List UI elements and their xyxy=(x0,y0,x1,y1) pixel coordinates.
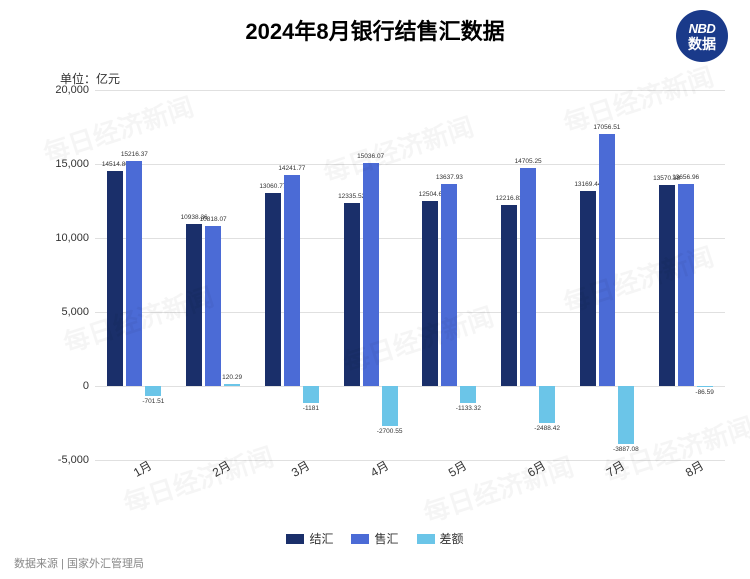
nbd-badge-top: NBD xyxy=(689,22,716,35)
nbd-badge-bottom: 数据 xyxy=(688,37,716,51)
bar-差额 xyxy=(303,386,319,403)
bar-结汇 xyxy=(265,193,281,386)
grid-line xyxy=(95,460,725,461)
legend-swatch xyxy=(417,534,435,544)
legend-label: 售汇 xyxy=(374,530,398,547)
chart: -5,00005,00010,00015,00020,00014514.8615… xyxy=(55,90,725,490)
legend-swatch xyxy=(351,534,369,544)
bar-value-label: -2488.42 xyxy=(527,425,567,432)
bar-value-label: 13637.93 xyxy=(429,174,469,181)
bar-售汇 xyxy=(520,168,536,386)
bar-售汇 xyxy=(599,134,615,386)
plot-area: -5,00005,00010,00015,00020,00014514.8615… xyxy=(95,90,725,460)
bar-value-label: -701.51 xyxy=(133,398,173,405)
bar-结汇 xyxy=(107,171,123,386)
bar-结汇 xyxy=(501,205,517,386)
bar-差额 xyxy=(697,386,713,387)
bar-结汇 xyxy=(659,185,675,386)
legend-label: 结汇 xyxy=(309,530,333,547)
legend-item-结汇: 结汇 xyxy=(286,530,333,547)
bar-差额 xyxy=(460,386,476,403)
bar-value-label: 17056.51 xyxy=(587,124,627,131)
bar-value-label: -2700.55 xyxy=(370,428,410,435)
bar-value-label: 14241.77 xyxy=(272,165,312,172)
legend-item-差额: 差额 xyxy=(417,530,464,547)
bar-售汇 xyxy=(126,161,142,386)
bar-差额 xyxy=(618,386,634,444)
bar-结汇 xyxy=(344,203,360,386)
bar-value-label: 15036.07 xyxy=(351,153,391,160)
bar-value-label: -3887.08 xyxy=(606,446,646,453)
bar-value-label: 120.29 xyxy=(212,374,252,381)
bar-售汇 xyxy=(284,175,300,386)
y-tick-label: 15,000 xyxy=(39,158,89,170)
bar-value-label: -1133.32 xyxy=(448,405,488,412)
legend: 结汇 售汇 差额 xyxy=(0,530,750,547)
y-tick-label: -5,000 xyxy=(39,454,89,466)
source-label: 数据来源 | 国家外汇管理局 xyxy=(14,555,144,571)
grid-line xyxy=(95,164,725,165)
nbd-badge: NBD 数据 xyxy=(676,10,728,62)
bar-差额 xyxy=(145,386,161,396)
bar-value-label: -86.59 xyxy=(685,389,725,396)
bar-value-label: 10818.07 xyxy=(193,216,233,223)
bar-value-label: 13656.96 xyxy=(666,174,706,181)
page-title: 2024年8月银行结售汇数据 xyxy=(245,14,504,46)
y-tick-label: 10,000 xyxy=(39,232,89,244)
bar-差额 xyxy=(539,386,555,423)
bar-value-label: 15216.37 xyxy=(114,151,154,158)
bar-差额 xyxy=(382,386,398,426)
bar-售汇 xyxy=(441,184,457,386)
bar-售汇 xyxy=(678,184,694,386)
legend-swatch xyxy=(286,534,304,544)
grid-line xyxy=(95,90,725,91)
bar-value-label: 14705.25 xyxy=(508,158,548,165)
bar-value-label: -1181 xyxy=(291,405,331,412)
bar-差额 xyxy=(224,384,240,386)
bar-结汇 xyxy=(186,224,202,386)
y-tick-label: 5,000 xyxy=(39,306,89,318)
y-tick-label: 0 xyxy=(39,380,89,392)
y-tick-label: 20,000 xyxy=(39,84,89,96)
legend-item-售汇: 售汇 xyxy=(351,530,398,547)
bar-结汇 xyxy=(580,191,596,386)
bar-售汇 xyxy=(205,226,221,386)
bar-结汇 xyxy=(422,201,438,386)
legend-label: 差额 xyxy=(440,530,464,547)
bar-售汇 xyxy=(363,163,379,386)
